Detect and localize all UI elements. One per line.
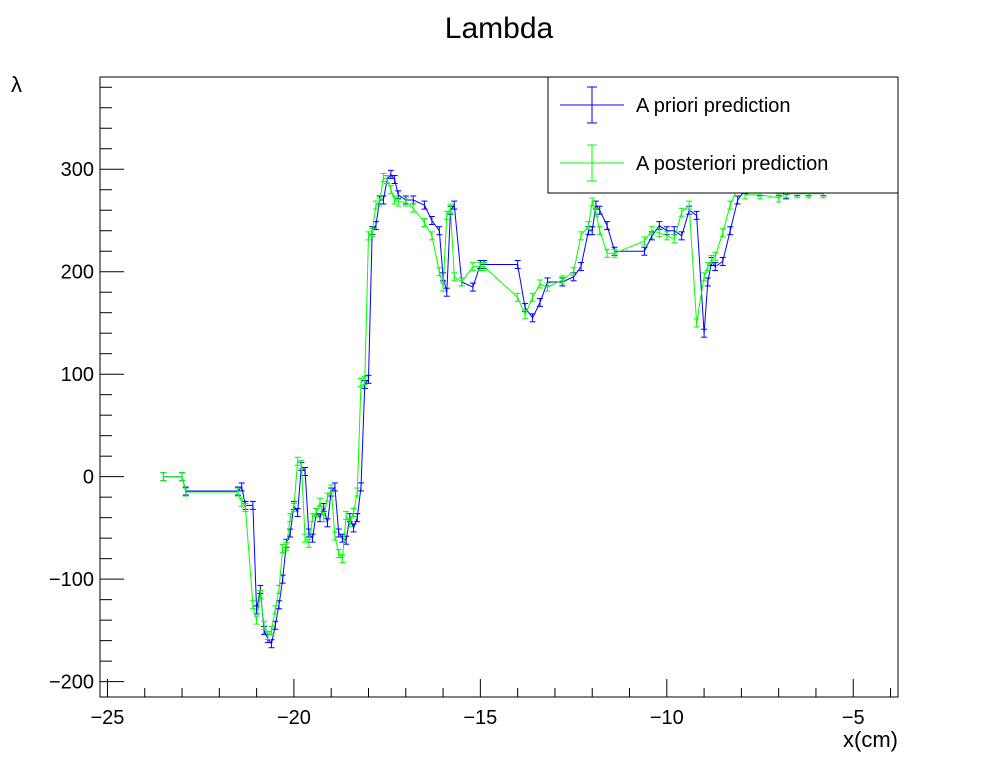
- x-tick-label: −20: [277, 707, 311, 729]
- legend-label: A posteriori prediction: [636, 153, 828, 175]
- y-tick-label: −100: [49, 569, 94, 591]
- legend-entry: A posteriori prediction: [560, 144, 828, 182]
- legend-label: A priori prediction: [636, 95, 791, 117]
- y-tick-label: −200: [49, 672, 94, 694]
- legend-box: [547, 76, 899, 194]
- series-a-priori: [160, 169, 827, 649]
- y-tick-label: 200: [61, 262, 94, 284]
- y-tick-label: 100: [61, 364, 94, 386]
- y-tick-label: 300: [61, 159, 94, 181]
- y-tick-label: 0: [83, 467, 94, 489]
- x-axis-label: x(cm): [843, 727, 898, 752]
- legend: A priori prediction A posteriori predicti…: [547, 76, 899, 194]
- x-tick-label: −10: [650, 707, 684, 729]
- x-tick-label: −15: [463, 707, 497, 729]
- series-layer: [160, 169, 827, 649]
- x-tick-label: −25: [90, 707, 124, 729]
- x-tick-label: −5: [842, 707, 865, 729]
- chart-title: Lambda: [445, 12, 554, 45]
- plot-frame: −25 −20 −15 −10 −5 −200 −100 0 100 200 300: [49, 76, 899, 729]
- series-a-posteriori: [160, 172, 827, 641]
- y-axis-label: λ: [11, 72, 22, 97]
- legend-entry: A priori prediction: [560, 86, 791, 124]
- plot-area-border: [99, 76, 899, 698]
